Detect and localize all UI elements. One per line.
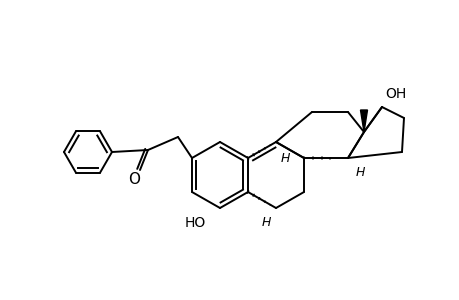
Text: H: H — [355, 166, 364, 179]
Text: H: H — [280, 152, 290, 165]
Polygon shape — [360, 110, 367, 132]
Text: O: O — [128, 172, 140, 188]
Text: HO: HO — [184, 216, 205, 230]
Text: OH: OH — [384, 87, 405, 101]
Text: H: H — [261, 216, 270, 229]
